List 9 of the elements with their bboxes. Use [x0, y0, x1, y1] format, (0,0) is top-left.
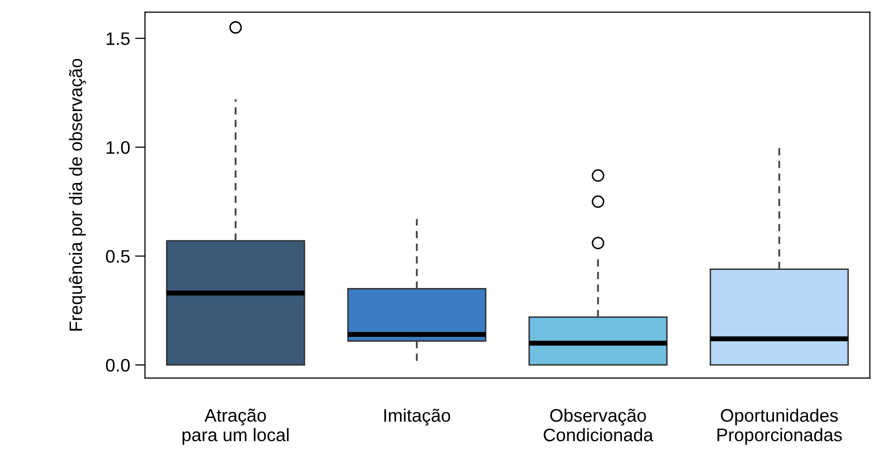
y-tick-label: 0.0	[106, 358, 130, 372]
y-axis-title: Frequência por dia de observação	[68, 58, 86, 331]
x-tick-label: Observação Condicionada	[544, 408, 654, 442]
x-tick-label: Imitação	[384, 408, 450, 426]
x-tick-label: Oportunidades Proporcionadas	[717, 408, 842, 445]
y-tick-label: 0.5	[106, 250, 130, 263]
y-tick-label: 1.0	[106, 141, 130, 154]
y-tick-label: 1.5	[106, 32, 130, 46]
x-tick-label: Atração para um local	[182, 408, 289, 445]
